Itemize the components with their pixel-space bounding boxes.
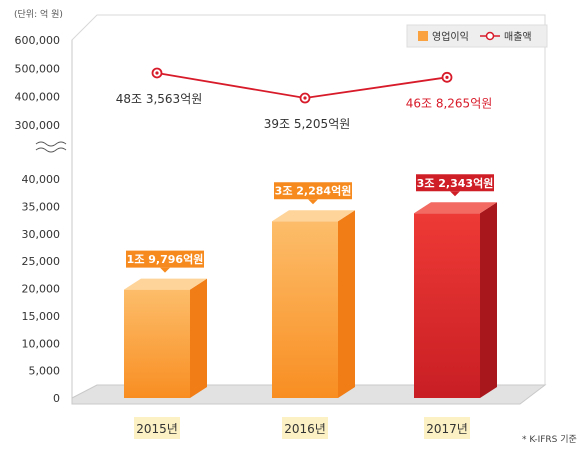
sales-value-label: 48조 3,563억원 [116,92,203,106]
y-tick-label: 40,000 [22,173,61,186]
y-tick-label: 600,000 [15,34,61,47]
legend-box [406,24,548,48]
sales-point-center [445,75,449,79]
bar [272,221,338,398]
y-ticks-upper: 600,000 500,000 400,000 300,000 [15,34,61,132]
bar-label-bg [416,174,494,192]
bar-label-pointer [450,191,460,197]
bar-value-label: 3조 2,343억원 [417,176,494,190]
bar-top [124,278,207,290]
year-label-bg [134,417,180,439]
bar-side [190,278,207,398]
bar-label-bg [126,250,204,268]
y-tick-label: 0 [53,392,60,405]
sales-point-center [303,96,307,100]
bar-value-label: 3조 2,284억원 [275,184,352,198]
y-tick-label: 400,000 [15,91,61,104]
bar-label-pointer [160,267,170,273]
bar-label-pointer [308,199,318,205]
y-tick-label: 15,000 [22,310,61,323]
y-tick-label: 300,000 [15,119,61,132]
bar-side [338,210,355,398]
unit-label: (단위: 억 원) [14,8,63,20]
y-tick-label: 25,000 [22,255,61,268]
sales-line: 48조 3,563억원 39조 5,205억원 46조 8,265억원 [116,67,493,131]
y-tick-label: 500,000 [15,62,61,75]
bar-value-label: 1조 9,796억원 [127,252,204,266]
legend: 영업이익 매출액 [406,24,548,48]
year-labels: 2015년 2016년 2017년 [134,417,470,439]
sales-point-center [155,71,159,75]
bar-top [414,202,497,214]
y-tick-label: 10,000 [22,337,61,350]
year-label-bg [282,417,328,439]
legend-swatch-sales-marker [485,31,495,41]
sales-value-label: 39조 5,205억원 [264,117,351,131]
y-tick-label: 20,000 [22,283,61,296]
x-tick-label: 2015년 [136,422,178,436]
y-tick-label: 30,000 [22,228,61,241]
footnote: * K-IFRS 기준 [522,434,577,445]
legend-label-sales: 매출액 [504,31,532,43]
x-tick-label: 2016년 [284,422,326,436]
year-label-bg [424,417,470,439]
legend-swatch-operating-profit [418,31,428,41]
legend-label-operating-profit: 영업이익 [432,30,469,43]
bars: 1조 9,796억원 3조 2,284억원 3조 2,343억원 [124,174,497,398]
bar-label-bg [274,182,352,200]
bar-side [480,202,497,398]
y-tick-label: 5,000 [29,365,61,378]
y-ticks-lower: 40,000 35,000 30,000 25,000 20,000 15,000 10,0… [22,173,61,405]
bar [414,213,480,398]
bar [124,289,190,398]
y-tick-label: 35,000 [22,200,61,213]
bar-top [272,210,355,222]
axis-break [35,141,67,153]
x-tick-label: 2017년 [426,422,468,436]
sales-value-label: 46조 8,265억원 [406,96,493,110]
